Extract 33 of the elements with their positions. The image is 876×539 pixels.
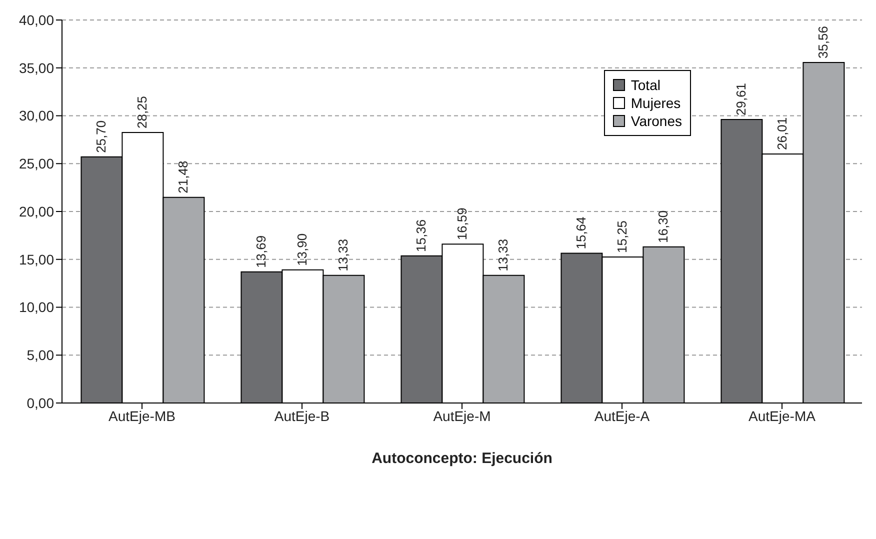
legend-label: Varones [630, 113, 682, 129]
x-axis-title: Autoconcepto: Ejecución [372, 450, 552, 467]
data-label: 13,90 [294, 233, 310, 266]
x-tick-label: AutEje-MA [748, 408, 816, 424]
y-tick-label: 10,00 [18, 299, 54, 316]
y-tick-label: 35,00 [18, 60, 54, 76]
data-label: 13,33 [496, 238, 511, 272]
legend-label: Total [630, 77, 660, 93]
y-tick-label: 0,00 [26, 394, 54, 411]
legend-label: Mujeres [630, 95, 681, 111]
y-tick-label: 40,00 [18, 12, 54, 28]
y-tick-label: 30,00 [18, 108, 54, 124]
data-label: 35,56 [816, 26, 831, 59]
data-label: 15,36 [414, 219, 429, 252]
y-tick-label: 25,00 [18, 156, 54, 172]
x-tick-label: AutEje-A [594, 408, 650, 424]
data-label: 15,64 [574, 216, 589, 250]
y-tick-label: 5,00 [26, 347, 54, 364]
data-label: 13,33 [336, 238, 351, 272]
data-label: 21,48 [176, 160, 191, 194]
data-label: 25,70 [94, 120, 109, 153]
y-tick-label: 15,00 [18, 251, 54, 268]
x-tick-label: AutEje-M [433, 408, 491, 424]
data-label: 15,25 [614, 220, 630, 253]
y-tick-label: 20,00 [18, 203, 54, 220]
x-tick-label: AutEje-B [274, 408, 330, 424]
data-label: 26,01 [774, 117, 790, 150]
x-tick-label: AutEje-MB [108, 408, 176, 424]
data-label: 29,61 [734, 82, 749, 116]
data-label: 13,69 [254, 235, 269, 268]
data-label: 28,25 [134, 96, 150, 129]
data-label: 16,59 [454, 208, 470, 240]
data-label: 16,30 [656, 210, 671, 243]
